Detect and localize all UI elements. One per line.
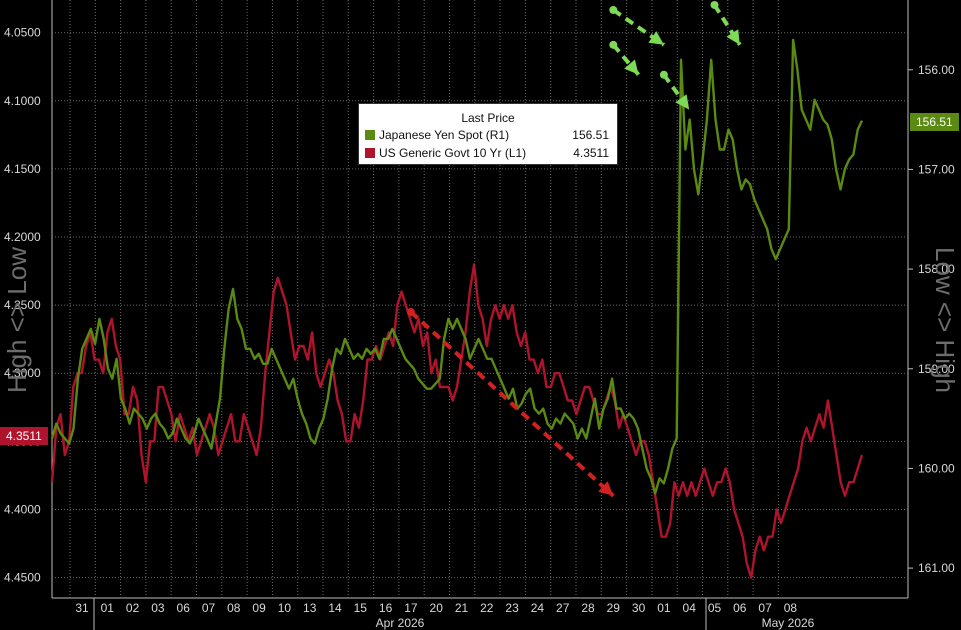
legend-label: Japanese Yen Spot (R1) <box>379 128 510 142</box>
legend-entry-us10y: US Generic Govt 10 Yr (L1) 4.3511 <box>359 145 617 161</box>
left-tick-label: 4.4000 <box>4 502 41 516</box>
month-label: Apr 2026 <box>376 616 425 630</box>
right-tick-label: 156.00 <box>918 63 955 77</box>
left-tick-label: 4.2500 <box>4 298 41 312</box>
dashed-arrow-line <box>409 310 615 498</box>
series-line-us10y <box>50 263 864 579</box>
x-tick-label: 21 <box>455 601 469 615</box>
x-tick-label: 01 <box>101 601 115 615</box>
right-axis: 156.00 157.00 158.00 159.00 160.00 161.00 <box>908 63 955 575</box>
x-tick-label: 04 <box>683 601 697 615</box>
x-tick-label: 02 <box>126 601 140 615</box>
month-label: May 2026 <box>762 616 815 630</box>
x-tick-label: 09 <box>252 601 266 615</box>
right-tick-label: 160.00 <box>918 461 955 475</box>
left-tick-label: 4.0500 <box>4 26 41 40</box>
left-tick-label: 4.1000 <box>4 94 41 108</box>
legend-swatch-us10y <box>365 148 375 158</box>
x-tick-label: 03 <box>151 601 165 615</box>
x-tick-label: 15 <box>354 601 368 615</box>
x-tick-label: 31 <box>75 601 89 615</box>
x-tick-label: 08 <box>227 601 241 615</box>
x-tick-label: 24 <box>531 601 545 615</box>
x-tick-label: 08 <box>784 601 798 615</box>
dashed-arrow-head <box>598 481 614 496</box>
series-line-yen <box>50 38 864 495</box>
x-tick-label: 07 <box>758 601 772 615</box>
x-tick-label: 22 <box>480 601 494 615</box>
left-tick-label: 4.4500 <box>4 571 41 585</box>
legend-value: 156.51 <box>572 128 609 142</box>
x-tick-label: 16 <box>379 601 393 615</box>
dashed-arrow-head <box>648 31 664 45</box>
x-tick-label: 30 <box>632 601 646 615</box>
right-last-price-tag: 156.51 <box>910 113 959 131</box>
legend-label: US Generic Govt 10 Yr (L1) <box>379 146 527 160</box>
x-tick-label: 06 <box>177 601 191 615</box>
right-tick-label: 158.00 <box>918 262 955 276</box>
right-tick-label: 161.00 <box>918 561 955 575</box>
legend-title: Last Price <box>461 111 515 125</box>
dashed-arrow-tail <box>609 40 618 49</box>
dashed-arrow-head <box>726 29 740 45</box>
x-tick-label: 01 <box>657 601 671 615</box>
dashed-arrow-tail <box>609 5 618 14</box>
left-last-price-tag: 4.3511 <box>0 427 48 445</box>
left-tick-label: 4.2000 <box>4 230 41 244</box>
x-tick-label: 17 <box>404 601 418 615</box>
dashed-arrow-head <box>675 94 690 110</box>
right-tick-label: 159.00 <box>918 362 955 376</box>
x-tick-label: 05 <box>708 601 722 615</box>
x-tick-label: 27 <box>556 601 570 615</box>
x-tick-label: 29 <box>607 601 621 615</box>
legend-entry-yen: Japanese Yen Spot (R1) 156.51 <box>359 127 617 143</box>
legend-value: 4.3511 <box>573 146 609 160</box>
left-axis-watermark: High <> Low <box>2 247 32 393</box>
chart-legend: Last Price Japanese Yen Spot (R1) 156.51… <box>358 103 618 165</box>
dashed-arrow-tail <box>659 70 668 79</box>
chart-grid <box>51 0 909 599</box>
x-tick-label: 20 <box>430 601 444 615</box>
left-tick-label: 4.3000 <box>4 366 41 380</box>
right-axis-watermark: Low <> High <box>930 247 960 393</box>
x-axis: 31 01 02 03 06 07 08 09 10 13 14 15 16 17 20 21 22 23 24 27… <box>75 598 815 630</box>
x-tick-label: 06 <box>733 601 747 615</box>
legend-swatch-yen <box>365 130 375 140</box>
x-tick-label: 14 <box>328 601 342 615</box>
x-tick-label: 13 <box>303 601 317 615</box>
x-tick-label: 07 <box>202 601 216 615</box>
dashed-arrow-tail <box>406 307 415 316</box>
x-tick-label: 28 <box>581 601 595 615</box>
dashed-arrow-line <box>712 3 742 46</box>
right-tick-label: 157.00 <box>918 162 955 176</box>
x-tick-label: 10 <box>278 601 292 615</box>
annotation-layer <box>406 0 742 498</box>
dashed-arrow-head <box>624 59 639 75</box>
left-tick-label: 4.1500 <box>4 162 41 176</box>
dashed-arrow-tail <box>710 0 719 9</box>
series-layer <box>50 38 864 579</box>
x-tick-label: 23 <box>505 601 519 615</box>
